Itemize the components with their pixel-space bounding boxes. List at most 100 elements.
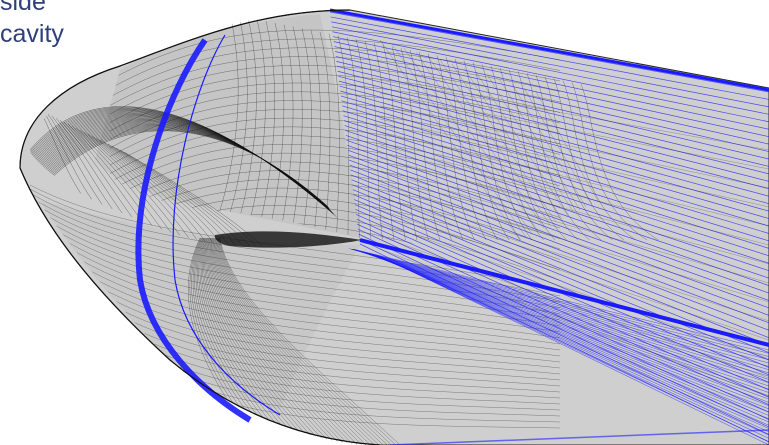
mesh-line: [209, 237, 337, 445]
mesh-line: [349, 159, 769, 316]
mesh-line: [109, 65, 561, 115]
mesh-line: [213, 237, 354, 445]
mesh-line: [29, 204, 561, 321]
mesh-line: [29, 216, 561, 339]
mesh-line: [342, 110, 769, 242]
mesh-line: [338, 80, 769, 197]
mesh-line: [216, 237, 375, 445]
mesh-line: [517, 71, 579, 241]
mesh-line: [38, 128, 360, 239]
mesh-line: [109, 135, 561, 187]
mesh-line: [342, 105, 769, 234]
mesh-line: [330, 16, 769, 100]
mesh-line: [95, 137, 223, 246]
mesh-line: [244, 19, 266, 241]
mesh-line: [202, 237, 303, 445]
mesh-line: [232, 17, 257, 241]
mesh-line: [508, 69, 567, 241]
mesh-line: [109, 47, 561, 98]
caption: side cavity: [0, 0, 64, 50]
mesh-line: [344, 125, 769, 264]
mesh-line: [571, 82, 648, 241]
mesh-line: [215, 237, 371, 445]
mesh-line: [351, 179, 769, 346]
mesh-line: [209, 237, 333, 445]
mesh-line: [535, 91, 599, 202]
mesh-line: [379, 131, 769, 227]
mesh-line: [427, 53, 464, 241]
mesh-line: [217, 237, 384, 445]
mesh-line: [353, 194, 769, 368]
mesh-line: [345, 135, 769, 279]
mesh-line: [379, 170, 769, 284]
mesh-line: [214, 237, 367, 445]
mesh-line: [339, 85, 769, 205]
mesh-line: [36, 122, 360, 239]
mesh-line: [511, 83, 587, 208]
mesh-line: [349, 164, 769, 324]
mesh-line: [333, 36, 769, 130]
mesh-line: [379, 39, 521, 241]
mesh-line: [107, 143, 247, 246]
mesh-line: [499, 79, 581, 211]
mesh-line: [207, 237, 324, 445]
mesh-line: [348, 154, 769, 309]
mesh-line: [346, 247, 769, 367]
mesh-line: [214, 237, 362, 445]
mesh-line: [99, 139, 231, 246]
mesh-line: [391, 46, 418, 241]
mesh-line: [37, 124, 360, 239]
mesh-line: [427, 55, 545, 229]
mesh-line: [328, 33, 340, 241]
mesh-line: [319, 31, 331, 241]
mesh-line: [463, 60, 510, 241]
mesh-line: [359, 238, 769, 435]
mesh-line: [29, 220, 561, 345]
mesh-line: [439, 59, 551, 226]
mesh-line: [544, 76, 613, 241]
mesh-line: [379, 157, 769, 265]
mesh-line: [352, 248, 769, 380]
mesh-line: [29, 212, 561, 333]
mesh-line: [373, 42, 395, 241]
mesh-line: [267, 22, 285, 241]
mesh-line: [333, 41, 769, 138]
nose-mesh: [29, 106, 360, 246]
mesh-line: [39, 130, 360, 239]
mesh-line: [337, 70, 769, 182]
mesh-line: [357, 250, 769, 393]
mesh-line: [475, 71, 569, 217]
mesh-line: [379, 144, 769, 246]
mesh-line: [109, 161, 561, 218]
mesh-line: [109, 170, 561, 229]
mesh-line: [217, 237, 388, 445]
mesh-line: [418, 51, 452, 241]
mesh-line: [212, 237, 350, 445]
mesh-line: [379, 79, 769, 151]
mesh-line: [580, 84, 659, 241]
mesh-line: [109, 82, 561, 132]
mesh-line: [334, 46, 769, 145]
mesh-line: [356, 218, 769, 406]
mesh-line: [109, 152, 561, 208]
mesh-line: [352, 189, 769, 361]
mesh-line: [109, 29, 561, 81]
hull-outline: [19, 9, 381, 445]
mesh-line: [356, 214, 769, 398]
caption-line-1: side: [0, 0, 46, 16]
mesh-line: [335, 56, 769, 160]
mesh-line: [379, 209, 769, 341]
mesh-line: [211, 237, 346, 445]
mesh-line: [310, 30, 321, 241]
mesh-line: [340, 90, 769, 212]
mesh-line: [206, 237, 320, 445]
mesh-line: [436, 55, 475, 241]
mesh-line: [379, 222, 769, 360]
mesh-line: [341, 100, 769, 227]
mesh-line: [205, 237, 316, 445]
mesh-line: [382, 44, 406, 241]
mesh-line: [216, 237, 379, 445]
mesh-line: [339, 245, 769, 351]
mesh-line: [357, 228, 769, 420]
